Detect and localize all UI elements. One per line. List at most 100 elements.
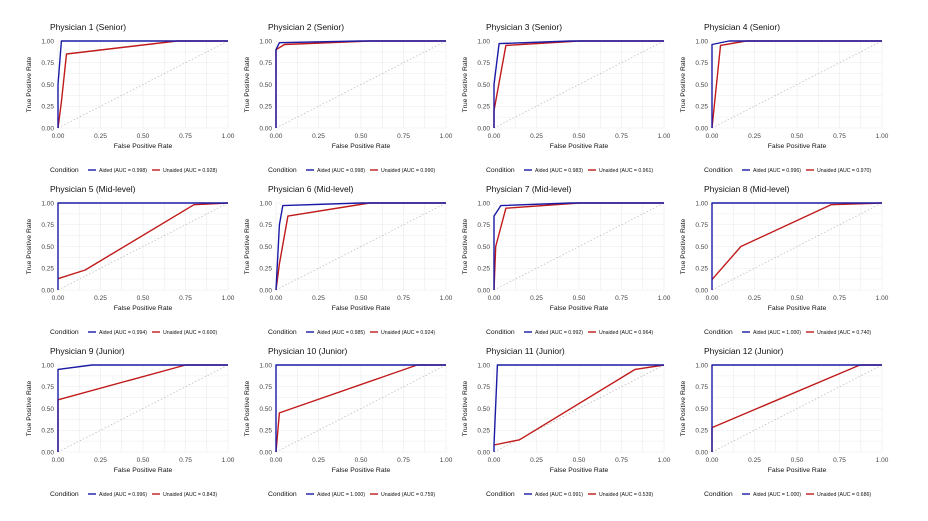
x-tick-label: 0.25 [748, 295, 761, 302]
y-tick-label: 0.00 [259, 449, 272, 456]
y-tick-label: 0.25 [695, 266, 708, 273]
x-tick-label: 1.00 [658, 457, 671, 464]
y-axis-label: True Positive Rate [26, 218, 33, 274]
y-tick-label: 1.00 [41, 200, 54, 207]
x-tick-label: 0.50 [355, 295, 368, 302]
y-tick-label: 0.00 [259, 287, 272, 294]
x-tick-label: 1.00 [440, 133, 453, 140]
legend-title: Condition [268, 329, 297, 336]
y-tick-label: 0.50 [41, 244, 54, 251]
roc-line-aided [711, 202, 882, 290]
panel-title: Physician 12 (Junior) [704, 346, 784, 356]
legend-label-aided: Aided (AUC = 1.000) [753, 492, 801, 498]
y-tick-label: 0.25 [695, 104, 708, 111]
y-tick-label: 0.00 [695, 287, 708, 294]
x-tick-label: 0.75 [833, 295, 846, 302]
chance-diagonal [57, 202, 229, 291]
x-tick-label: 0.25 [530, 295, 543, 302]
legend-label-aided: Aided (AUC = 0.994) [99, 330, 147, 336]
x-tick-label: 1.00 [440, 457, 453, 464]
y-axis-label: True Positive Rate [680, 380, 687, 436]
roc-line-aided [493, 364, 664, 452]
x-tick-label: 1.00 [222, 457, 235, 464]
x-tick-label: 0.75 [397, 133, 410, 140]
y-axis-label: True Positive Rate [244, 380, 251, 436]
panel-title: Physician 8 (Mid-level) [704, 184, 790, 194]
roc-line-unaided [711, 202, 883, 281]
x-tick-label: 0.00 [52, 133, 65, 140]
legend-label-aided: Aided (AUC = 0.983) [535, 168, 583, 174]
x-tick-label: 0.50 [573, 295, 586, 302]
legend-title: Condition [486, 329, 515, 336]
panel-title: Physician 4 (Senior) [704, 22, 780, 32]
legend-title: Condition [704, 167, 733, 174]
y-tick-label: 0.25 [695, 428, 708, 435]
y-tick-label: 0.25 [477, 266, 490, 273]
legend-title: Condition [50, 329, 79, 336]
x-tick-label: 0.00 [488, 457, 501, 464]
x-tick-label: 0.00 [270, 133, 283, 140]
chance-diagonal [275, 364, 447, 453]
y-tick-label: 0.75 [259, 60, 272, 67]
chance-diagonal [57, 40, 229, 129]
y-tick-label: 0.50 [695, 82, 708, 89]
x-tick-label: 0.00 [706, 133, 719, 140]
y-axis-label: True Positive Rate [680, 218, 687, 274]
y-tick-label: 1.00 [259, 362, 272, 369]
y-axis-label: True Positive Rate [680, 56, 687, 112]
legend-label-aided: Aided (AUC = 1.000) [753, 330, 801, 336]
y-tick-label: 0.25 [259, 104, 272, 111]
y-tick-label: 0.00 [477, 449, 490, 456]
x-tick-label: 0.50 [137, 457, 150, 464]
x-tick-label: 0.75 [397, 295, 410, 302]
x-tick-label: 0.75 [179, 457, 192, 464]
panel-title: Physician 3 (Senior) [486, 22, 562, 32]
x-tick-label: 0.25 [748, 133, 761, 140]
x-tick-label: 0.00 [52, 295, 65, 302]
x-axis-label: False Positive Rate [332, 143, 391, 150]
y-axis-label: True Positive Rate [462, 56, 469, 112]
y-tick-label: 0.00 [695, 449, 708, 456]
legend-title: Condition [486, 167, 515, 174]
y-tick-label: 0.75 [477, 222, 490, 229]
x-tick-label: 0.50 [573, 133, 586, 140]
legend-label-unaided: Unaided (AUC = 0.686) [817, 492, 871, 498]
y-tick-label: 0.00 [259, 125, 272, 132]
x-tick-label: 0.25 [94, 457, 107, 464]
y-tick-label: 1.00 [259, 38, 272, 45]
legend-label-unaided: Unaided (AUC = 0.759) [381, 492, 435, 498]
roc-panel-10: Physician 10 (Junior) 0.000.00 0.25 0.25 0.5… [244, 346, 453, 498]
chance-diagonal [57, 364, 229, 453]
y-tick-label: 0.25 [41, 428, 54, 435]
x-axis-label: False Positive Rate [550, 143, 609, 150]
y-tick-label: 0.00 [477, 287, 490, 294]
legend-title: Condition [50, 491, 79, 498]
y-tick-label: 0.50 [41, 406, 54, 413]
chance-diagonal [275, 202, 447, 291]
roc-line-aided [57, 364, 228, 452]
legend-label-aided: Aided (AUC = 0.991) [535, 492, 583, 498]
chance-diagonal [711, 40, 883, 129]
y-axis-label: True Positive Rate [244, 56, 251, 112]
y-tick-label: 1.00 [477, 38, 490, 45]
panel-title: Physician 9 (Junior) [50, 346, 125, 356]
chance-diagonal [493, 202, 665, 291]
y-tick-label: 0.25 [41, 266, 54, 273]
panel-title: Physician 6 (Mid-level) [268, 184, 354, 194]
legend-title: Condition [268, 491, 297, 498]
chance-diagonal [711, 364, 883, 453]
y-tick-label: 0.75 [695, 60, 708, 67]
y-tick-label: 0.75 [259, 384, 272, 391]
panel-title: Physician 1 (Senior) [50, 22, 126, 32]
y-tick-label: 0.50 [477, 406, 490, 413]
legend-label-aided: Aided (AUC = 0.998) [317, 168, 365, 174]
legend-title: Condition [704, 491, 733, 498]
y-tick-label: 0.75 [695, 222, 708, 229]
roc-panel-6: Physician 6 (Mid-level) 0.000.00 0.25 0.25 0… [244, 184, 453, 336]
y-tick-label: 0.75 [477, 384, 490, 391]
x-axis-label: False Positive Rate [768, 305, 827, 312]
y-tick-label: 0.00 [41, 287, 54, 294]
x-axis-label: False Positive Rate [332, 467, 391, 474]
y-tick-label: 0.25 [41, 104, 54, 111]
